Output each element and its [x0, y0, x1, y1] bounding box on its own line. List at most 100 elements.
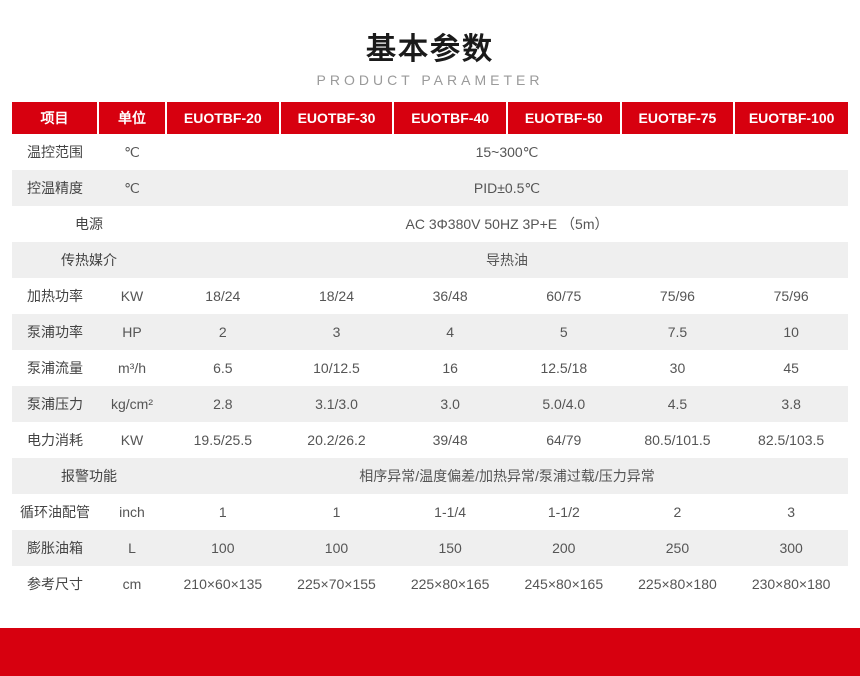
table-header-row: 项目 单位 EUOTBF-20 EUOTBF-30 EUOTBF-40 EUOT…	[12, 102, 848, 134]
header-project: 项目	[12, 102, 98, 134]
cell-value: 80.5/101.5	[621, 422, 735, 458]
row-label: 循环油配管	[12, 494, 98, 530]
table-body: 温控范围℃15~300℃控温精度℃PID±0.5℃电源AC 3Φ380V 50H…	[12, 134, 848, 602]
cell-value: 4.5	[621, 386, 735, 422]
cell-value: 250	[621, 530, 735, 566]
cell-value: 3.8	[734, 386, 848, 422]
cell-value: 100	[166, 530, 280, 566]
row-label: 传热媒介	[12, 242, 166, 278]
cell-value: 1	[280, 494, 394, 530]
cell-value: 3.1/3.0	[280, 386, 394, 422]
row-label: 控温精度	[12, 170, 98, 206]
cell-value: 200	[507, 530, 621, 566]
cell-value: 5.0/4.0	[507, 386, 621, 422]
header-unit: 单位	[98, 102, 166, 134]
cell-value: 3	[280, 314, 394, 350]
cell-value: 82.5/103.5	[734, 422, 848, 458]
header-model: EUOTBF-30	[280, 102, 394, 134]
row-label: 泵浦功率	[12, 314, 98, 350]
title-block: 基本参数 PRODUCT PARAMETER	[0, 0, 860, 92]
cell-value: 210×60×135	[166, 566, 280, 602]
cell-value: 16	[393, 350, 507, 386]
row-span-value: 导热油	[166, 242, 848, 278]
row-unit: ℃	[98, 134, 166, 170]
cell-value: 225×70×155	[280, 566, 394, 602]
cell-value: 3	[734, 494, 848, 530]
table-row: 电源AC 3Φ380V 50HZ 3P+E （5m）	[12, 206, 848, 242]
table-row: 循环油配管inch111-1/41-1/223	[12, 494, 848, 530]
page-wrapper: 基本参数 PRODUCT PARAMETER 项目 单位 EUOTBF-20 E…	[0, 0, 860, 676]
row-span-value: PID±0.5℃	[166, 170, 848, 206]
cell-value: 3.0	[393, 386, 507, 422]
cell-value: 1	[166, 494, 280, 530]
cell-value: 30	[621, 350, 735, 386]
cell-value: 75/96	[621, 278, 735, 314]
footer-red-bar	[0, 628, 860, 676]
subtitle: PRODUCT PARAMETER	[0, 72, 860, 88]
cell-value: 6.5	[166, 350, 280, 386]
header-model: EUOTBF-40	[393, 102, 507, 134]
table-row: 泵浦功率HP23457.510	[12, 314, 848, 350]
cell-value: 2	[166, 314, 280, 350]
cell-value: 45	[734, 350, 848, 386]
cell-value: 5	[507, 314, 621, 350]
row-label: 加热功率	[12, 278, 98, 314]
cell-value: 39/48	[393, 422, 507, 458]
cell-value: 245×80×165	[507, 566, 621, 602]
cell-value: 20.2/26.2	[280, 422, 394, 458]
row-span-value: 相序异常/温度偏差/加热异常/泵浦过载/压力异常	[166, 458, 848, 494]
row-unit: inch	[98, 494, 166, 530]
header-model: EUOTBF-20	[166, 102, 280, 134]
cell-value: 12.5/18	[507, 350, 621, 386]
row-span-value: 15~300℃	[166, 134, 848, 170]
row-unit: KW	[98, 422, 166, 458]
row-label: 膨胀油箱	[12, 530, 98, 566]
cell-value: 60/75	[507, 278, 621, 314]
table-row: 加热功率KW18/2418/2436/4860/7575/9675/96	[12, 278, 848, 314]
header-model: EUOTBF-50	[507, 102, 621, 134]
row-unit: cm	[98, 566, 166, 602]
cell-value: 19.5/25.5	[166, 422, 280, 458]
header-model: EUOTBF-100	[734, 102, 848, 134]
table-row: 传热媒介导热油	[12, 242, 848, 278]
header-model: EUOTBF-75	[621, 102, 735, 134]
cell-value: 10/12.5	[280, 350, 394, 386]
row-label: 电源	[12, 206, 166, 242]
row-label: 参考尺寸	[12, 566, 98, 602]
cell-value: 150	[393, 530, 507, 566]
cell-value: 230×80×180	[734, 566, 848, 602]
table-row: 电力消耗KW19.5/25.520.2/26.239/4864/7980.5/1…	[12, 422, 848, 458]
row-label: 电力消耗	[12, 422, 98, 458]
cell-value: 2	[621, 494, 735, 530]
cell-value: 4	[393, 314, 507, 350]
cell-value: 300	[734, 530, 848, 566]
main-title: 基本参数	[0, 24, 860, 68]
row-span-value: AC 3Φ380V 50HZ 3P+E （5m）	[166, 206, 848, 242]
cell-value: 1-1/2	[507, 494, 621, 530]
table-row: 泵浦压力kg/cm²2.83.1/3.03.05.0/4.04.53.8	[12, 386, 848, 422]
cell-value: 7.5	[621, 314, 735, 350]
cell-value: 10	[734, 314, 848, 350]
table-row: 参考尺寸cm210×60×135225×70×155225×80×165245×…	[12, 566, 848, 602]
row-label: 温控范围	[12, 134, 98, 170]
cell-value: 225×80×165	[393, 566, 507, 602]
row-label: 泵浦流量	[12, 350, 98, 386]
table-row: 报警功能相序异常/温度偏差/加热异常/泵浦过载/压力异常	[12, 458, 848, 494]
table-row: 泵浦流量m³/h6.510/12.51612.5/183045	[12, 350, 848, 386]
table-row: 控温精度℃PID±0.5℃	[12, 170, 848, 206]
row-unit: HP	[98, 314, 166, 350]
cell-value: 100	[280, 530, 394, 566]
row-unit: kg/cm²	[98, 386, 166, 422]
cell-value: 75/96	[734, 278, 848, 314]
cell-value: 18/24	[166, 278, 280, 314]
cell-value: 64/79	[507, 422, 621, 458]
row-label: 泵浦压力	[12, 386, 98, 422]
cell-value: 18/24	[280, 278, 394, 314]
cell-value: 36/48	[393, 278, 507, 314]
cell-value: 225×80×180	[621, 566, 735, 602]
spec-table: 项目 单位 EUOTBF-20 EUOTBF-30 EUOTBF-40 EUOT…	[12, 102, 848, 602]
table-row: 膨胀油箱L100100150200250300	[12, 530, 848, 566]
row-label: 报警功能	[12, 458, 166, 494]
row-unit: m³/h	[98, 350, 166, 386]
row-unit: L	[98, 530, 166, 566]
